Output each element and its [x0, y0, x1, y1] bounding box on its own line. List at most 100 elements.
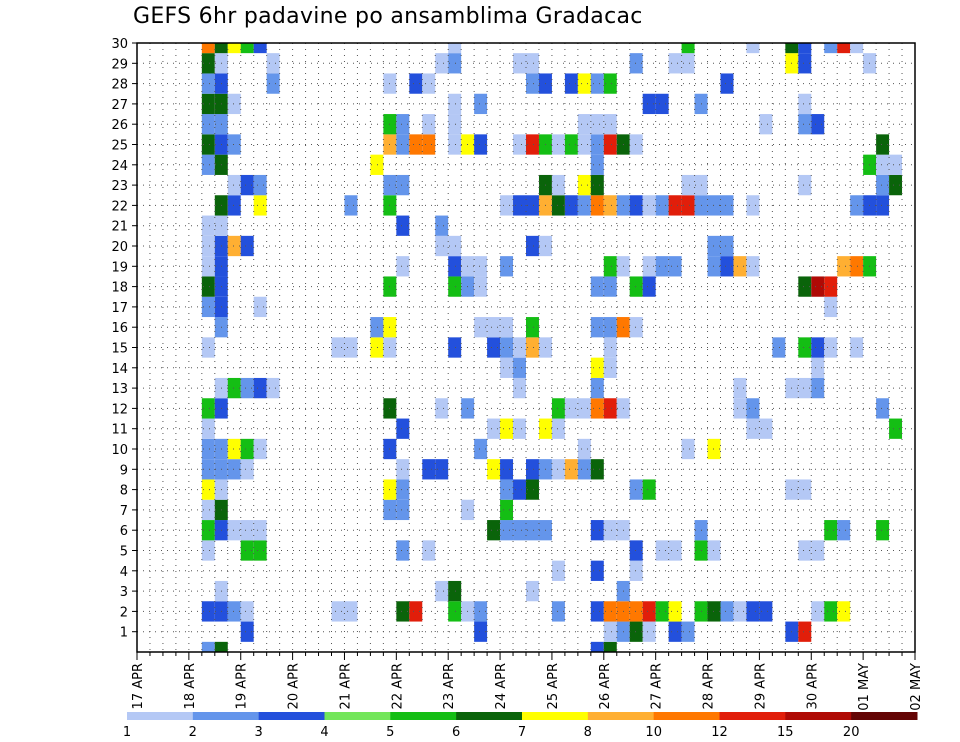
heatmap-cell: [798, 479, 812, 500]
heatmap-cell: [681, 438, 695, 460]
heatmap-cell: [448, 53, 462, 74]
heatmap-cell: [772, 337, 786, 358]
heatmap-cell: [590, 317, 604, 338]
heatmap-cell: [642, 601, 656, 622]
heatmap-cell: [500, 195, 514, 216]
heatmap-cell: [331, 337, 345, 358]
heatmap-cell: [435, 398, 449, 419]
legend-label: 12: [711, 725, 728, 740]
legend-label: 6: [452, 725, 460, 740]
heatmap-cell: [396, 114, 410, 135]
legend-swatch: [653, 712, 720, 720]
heatmap-cell: [201, 154, 215, 175]
heatmap-cell: [603, 641, 617, 652]
heatmap-cell: [227, 377, 241, 399]
heatmap-cell: [564, 73, 578, 94]
heatmap-cell: [201, 134, 215, 155]
heatmap-cell: [590, 276, 604, 297]
heatmap-cell: [500, 459, 514, 480]
heatmap-cell: [396, 479, 410, 500]
heatmap-cell: [513, 520, 526, 541]
heatmap-cell: [396, 540, 410, 561]
heatmap-cell: [720, 73, 734, 94]
heatmap-cell: [201, 114, 215, 135]
heatmap-cell: [590, 560, 604, 581]
heatmap-cell: [707, 601, 721, 622]
heatmap-cell: [681, 174, 695, 196]
heatmap-cell: [500, 520, 514, 541]
heatmap-cell: [577, 134, 591, 155]
heatmap-cell: [227, 235, 241, 257]
heatmap-cell: [577, 459, 591, 480]
heatmap-cell: [266, 377, 280, 399]
x-tick-label: 01 MAY: [857, 663, 872, 711]
heatmap-cell: [201, 53, 215, 74]
heatmap-cell: [448, 601, 462, 622]
heatmap-cell: [500, 499, 514, 521]
heatmap-cell: [590, 114, 604, 135]
legend-label: 7: [518, 725, 526, 740]
x-tick-label: 25 APR: [546, 663, 561, 709]
heatmap-cell: [201, 540, 215, 561]
x-tick-label: 19 APR: [235, 663, 250, 709]
heatmap-cell: [668, 195, 682, 216]
y-tick-label: 28: [111, 78, 128, 93]
heatmap-cell: [201, 296, 215, 318]
heatmap-cell: [526, 134, 539, 155]
heatmap-cell: [655, 195, 669, 216]
heatmap-cell: [551, 560, 565, 581]
y-tick-label: 25: [111, 139, 128, 154]
y-tick-label: 6: [120, 524, 128, 539]
heatmap-cell: [227, 520, 241, 541]
heatmap-cell: [629, 276, 643, 297]
heatmap-cell: [435, 53, 449, 74]
heatmap-cell: [396, 459, 410, 480]
heatmap-cell: [227, 195, 241, 216]
heatmap-cell: [344, 601, 358, 622]
heatmap-cell: [344, 195, 358, 216]
heatmap-cell: [837, 256, 851, 277]
heatmap-cell: [253, 520, 267, 541]
heatmap-cell: [474, 438, 488, 460]
heatmap-cell: [590, 398, 604, 419]
heatmap-cell: [409, 601, 423, 622]
heatmap-cell: [811, 337, 825, 358]
y-tick-label: 11: [111, 423, 128, 438]
heatmap-cell: [240, 438, 254, 460]
heatmap-cell: [642, 93, 656, 115]
heatmap-cell: [811, 357, 825, 378]
heatmap-cell: [253, 540, 267, 561]
heatmap-cell: [526, 580, 539, 602]
heatmap-cell: [422, 459, 436, 480]
heatmap-cell: [876, 520, 890, 541]
heatmap-cell: [850, 337, 864, 358]
heatmap-cell: [227, 43, 241, 54]
heatmap-cell: [500, 256, 514, 277]
y-tick-label: 21: [111, 220, 128, 235]
heatmap-cell: [551, 195, 565, 216]
heatmap-cell: [642, 256, 656, 277]
heatmap-cell: [629, 560, 643, 581]
heatmap-cell: [876, 134, 890, 155]
heatmap-cell: [590, 73, 604, 94]
heatmap-cell: [214, 641, 228, 652]
y-tick-label: 4: [120, 565, 128, 580]
heatmap-cell: [201, 93, 215, 115]
heatmap-cell: [474, 276, 488, 297]
heatmap-cell: [201, 43, 215, 54]
heatmap-cell: [240, 520, 254, 541]
heatmap-cell: [564, 195, 578, 216]
x-tick-label: 22 APR: [390, 663, 405, 709]
heatmap-cell: [201, 459, 215, 480]
heatmap-cell: [513, 337, 526, 358]
heatmap-cell: [422, 134, 436, 155]
heatmap-cell: [513, 357, 526, 378]
heatmap-cell: [603, 520, 617, 541]
heatmap-cell: [707, 235, 721, 257]
legend-label: 20: [843, 725, 860, 740]
heatmap-cell: [837, 520, 851, 541]
heatmap-cell: [668, 53, 682, 74]
y-tick-label: 8: [120, 484, 128, 499]
heatmap-cell: [824, 601, 838, 622]
heatmap-cell: [564, 459, 578, 480]
